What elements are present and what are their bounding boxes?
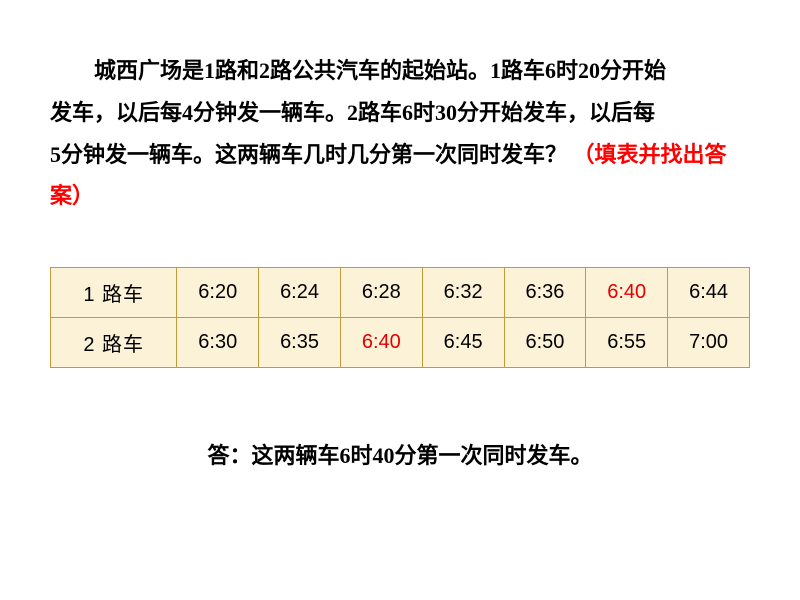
problem-line1: 城西广场是1路和2路公共汽车的起始站。1路车6时20分开始 [94, 58, 666, 83]
bus-schedule-table: 1 路车 6:20 6:24 6:28 6:32 6:36 6:40 6:44 … [50, 267, 750, 368]
table-cell: 6:35 [259, 318, 341, 368]
table-cell: 6:55 [586, 318, 668, 368]
table-cell: 6:45 [422, 318, 504, 368]
problem-statement: 城西广场是1路和2路公共汽车的起始站。1路车6时20分开始 发车，以后每4分钟发… [50, 50, 750, 217]
table-cell: 6:30 [177, 318, 259, 368]
row1-label: 1 路车 [51, 268, 177, 318]
table-cell: 6:36 [504, 268, 586, 318]
table-cell: 6:50 [504, 318, 586, 368]
table-cell-highlight: 6:40 [586, 268, 668, 318]
table-cell: 6:20 [177, 268, 259, 318]
table-cell: 6:44 [668, 268, 750, 318]
table-cell-highlight: 6:40 [340, 318, 422, 368]
row2-label: 2 路车 [51, 318, 177, 368]
table-cell: 6:28 [340, 268, 422, 318]
answer-text: 答：这两辆车6时40分第一次同时发车。 [50, 438, 750, 470]
table-cell: 6:32 [422, 268, 504, 318]
table-row: 2 路车 6:30 6:35 6:40 6:45 6:50 6:55 7:00 [51, 318, 750, 368]
table-cell: 6:24 [259, 268, 341, 318]
problem-line3: 5分钟发一辆车。这两辆车几时几分第一次同时发车？ [50, 142, 567, 167]
problem-line2: 发车，以后每4分钟发一辆车。2路车6时30分开始发车，以后每 [50, 100, 655, 125]
table-row: 1 路车 6:20 6:24 6:28 6:32 6:36 6:40 6:44 [51, 268, 750, 318]
table-cell: 7:00 [668, 318, 750, 368]
